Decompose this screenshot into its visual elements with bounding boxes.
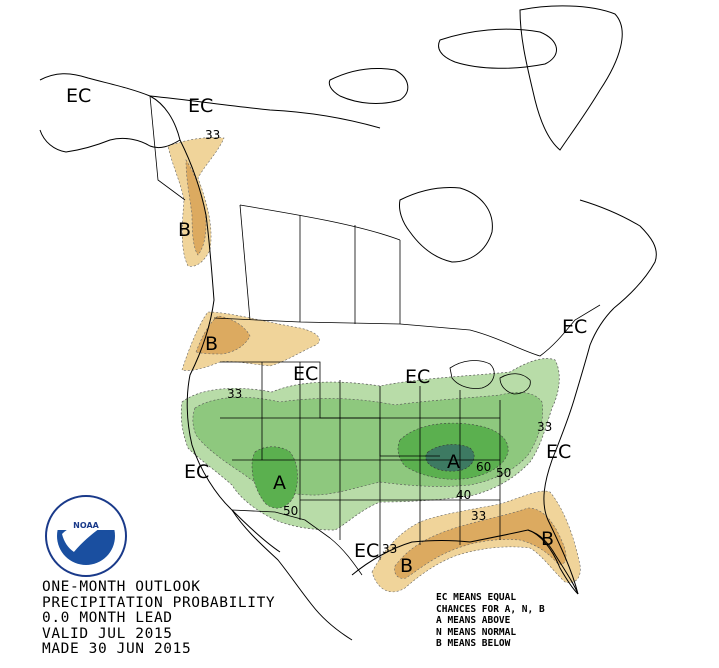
contour-40-label: 40 [456,488,471,502]
contour-50-east-label: 50 [496,466,511,480]
title-line-2: PRECIPITATION PROBABILITY [42,594,276,611]
ec-new-england-label: EC [562,316,587,338]
title-line-4: VALID JUL 2015 [42,625,173,642]
ec-west-label: EC [184,461,209,483]
b-gulf-label: B [400,555,413,577]
contour-33-texas-label: 33 [382,542,397,556]
ec-texas-label: EC [354,540,379,562]
contour-33-gulf-label: 33 [471,509,486,523]
outlook-title-block: ONE-MONTH OUTLOOK PRECIPITATION PROBABILI… [42,579,276,658]
a-tennessee-label: A [447,451,460,473]
noaa-logo: NOAA [45,495,127,577]
legend-line-1: EC MEANS EQUAL [436,592,517,603]
a-southwest-label: A [273,472,286,494]
below-40-region-pnw [195,315,251,355]
ec-great-lakes-label: EC [405,366,430,388]
below-40-region-gulf [394,507,567,579]
ec-north-central-label: EC [293,363,318,385]
contour-33-alaska-label: 33 [205,128,220,142]
ec-alaska-west-label: EC [66,85,91,107]
ec-east-coast-label: EC [546,441,571,463]
legend-line-2: CHANCES FOR A, N, B [436,603,545,615]
contour-60-label: 60 [476,460,491,474]
ec-alaska-east-label: EC [188,95,213,117]
contour-33-nevada-label: 33 [227,387,242,401]
above-50-region-west [251,446,298,509]
title-line-3: 0.0 MONTH LEAD [42,610,173,626]
title-line-5: MADE 30 JUN 2015 [42,641,192,657]
contour-50-west-label: 50 [283,504,298,518]
political-boundaries [149,95,601,576]
b-oregon-label: B [205,333,218,355]
legend-line-5: B MEANS BELOW [436,638,511,649]
legend-line-3: A MEANS ABOVE [436,615,511,626]
title-line-1: ONE-MONTH OUTLOOK [42,579,201,595]
noaa-logo-text: NOAA [73,521,99,530]
b-florida-label: B [541,528,554,550]
b-bc-label: B [178,219,191,241]
coastline-outlines [39,5,657,641]
above-60-region [425,444,475,472]
legend-line-4: N MEANS NORMAL [436,626,517,638]
contour-33-carolina-label: 33 [537,420,552,434]
map-labels: EC EC 33 B B 33 EC EC EC 33 EC A 60 50 E… [66,85,587,577]
